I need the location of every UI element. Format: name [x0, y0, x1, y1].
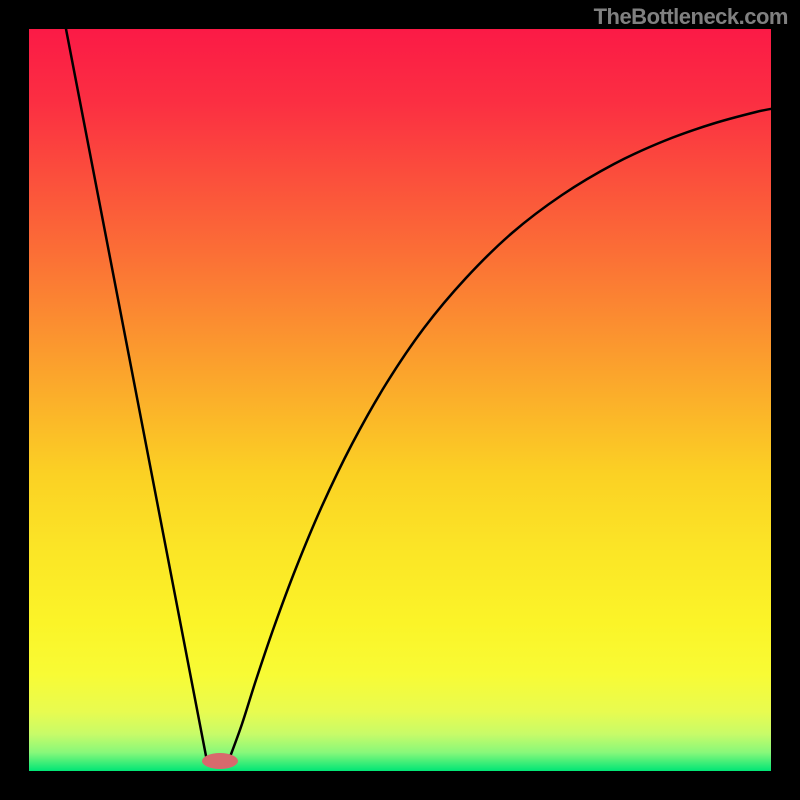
- gradient-background: [29, 29, 771, 771]
- bottleneck-chart: [0, 0, 800, 800]
- watermark-text: TheBottleneck.com: [594, 4, 788, 30]
- minimum-marker: [202, 753, 238, 769]
- chart-container: { "watermark": { "text": "TheBottleneck.…: [0, 0, 800, 800]
